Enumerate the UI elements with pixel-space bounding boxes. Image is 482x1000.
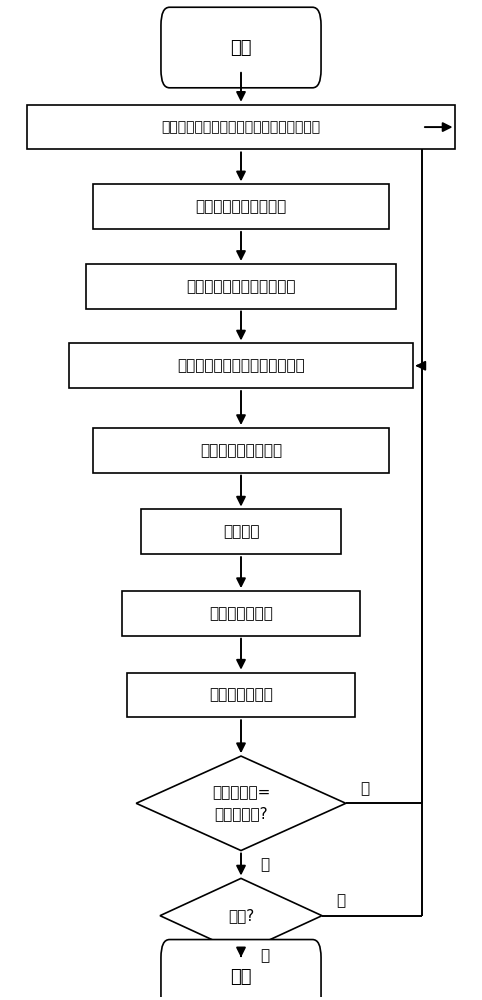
Bar [27,105,455,149]
Text: 阀门动作: 阀门动作 [223,524,259,539]
Polygon shape [160,878,322,953]
Text: 控制器计算阀门开度: 控制器计算阀门开度 [200,443,282,458]
Text: 是: 是 [260,948,269,963]
Text: 结束: 结束 [230,968,252,986]
Text: 否: 否 [336,893,346,908]
Bar [69,343,413,388]
Text: 读入转速、节气门位置、进气歧管压力温度: 读入转速、节气门位置、进气歧管压力温度 [161,120,321,134]
Bar [94,184,388,229]
Text: 启动: 启动 [230,39,252,57]
Text: 停机?: 停机? [228,908,254,923]
Polygon shape [136,756,346,851]
Text: 计算实际空燃比: 计算实际空燃比 [209,687,273,702]
FancyBboxPatch shape [161,940,321,1000]
Bar [86,264,396,309]
Text: 测量缸温并查表修正空燃比: 测量缸温并查表修正空燃比 [186,279,296,294]
Bar [127,673,355,717]
Text: 是: 是 [260,857,269,872]
Bar [122,591,360,636]
Bar [141,509,341,554]
FancyBboxPatch shape [161,7,321,88]
Text: 测量尾气氧含量: 测量尾气氧含量 [209,606,273,621]
Text: 实际空燃比=
理论空燃比?: 实际空燃比= 理论空燃比? [212,785,270,821]
Text: 否: 否 [360,781,369,796]
Bar [94,428,388,473]
Text: 判定工况并计算空燃比: 判定工况并计算空燃比 [195,199,287,214]
Text: 测量甲烷浓度并对扰动进行补偿: 测量甲烷浓度并对扰动进行补偿 [177,358,305,373]
